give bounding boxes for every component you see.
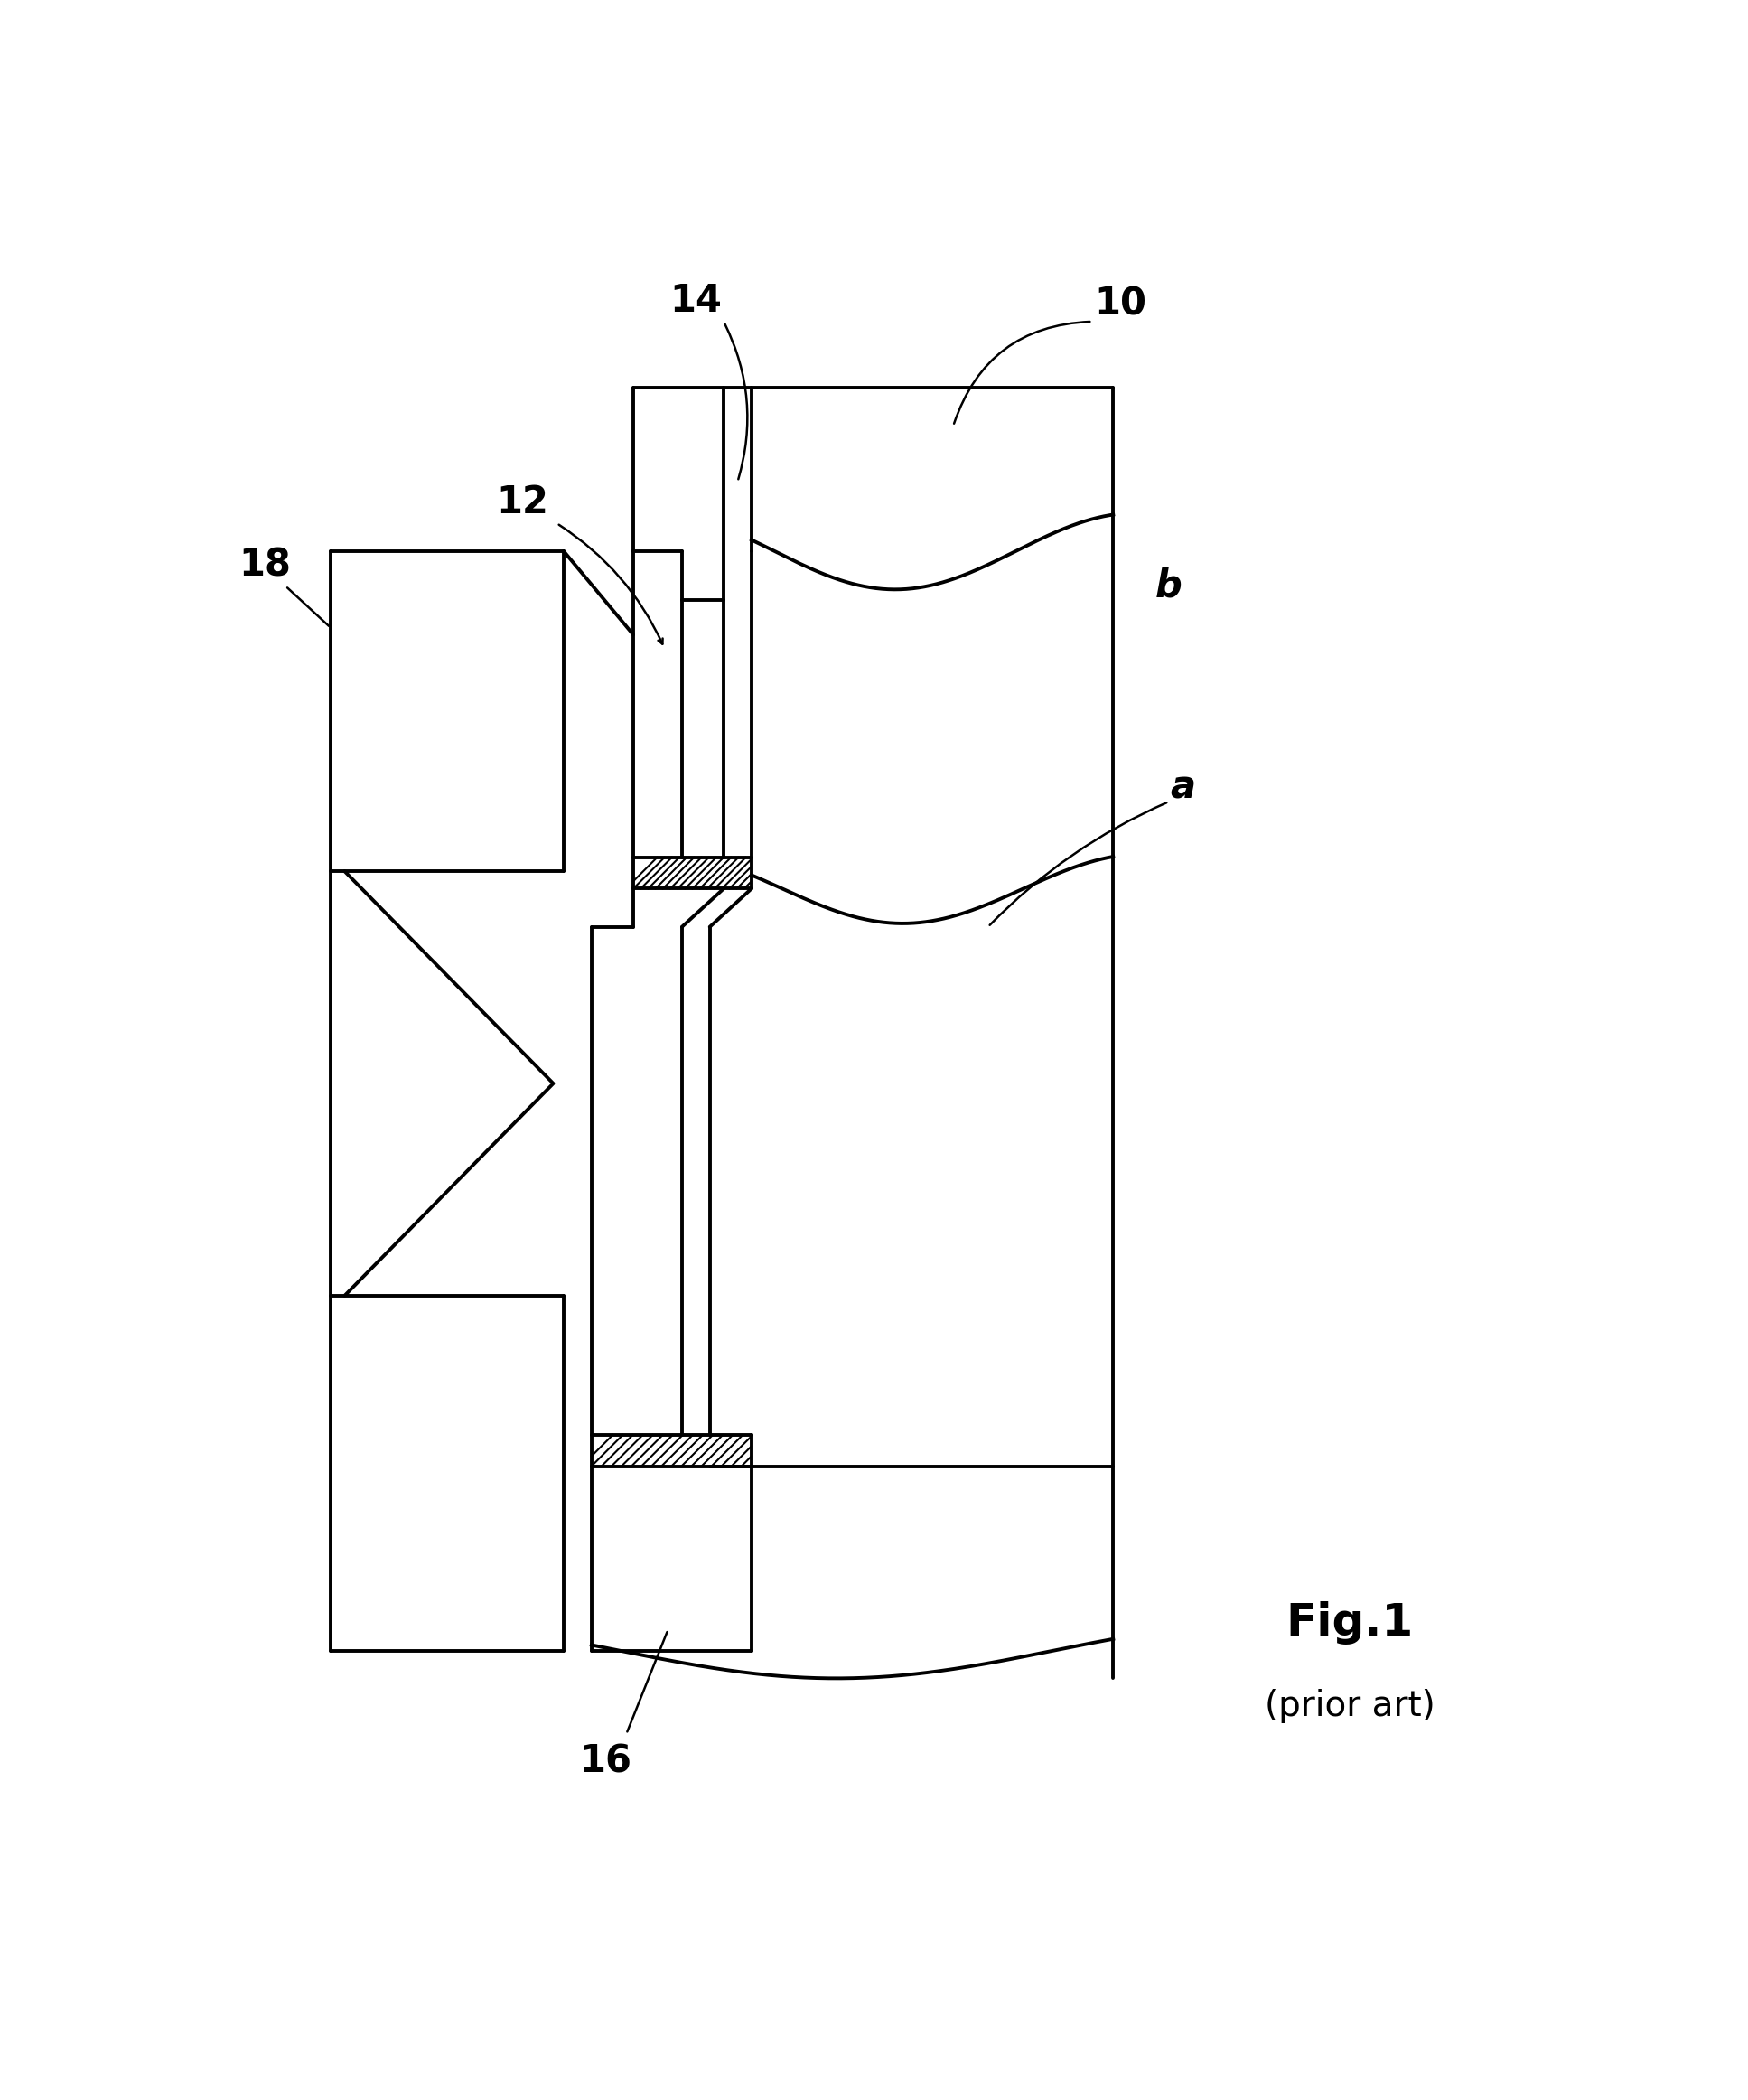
Text: (prior art): (prior art): [1264, 1688, 1435, 1724]
Text: 16: 16: [579, 1743, 631, 1781]
Text: 10: 10: [1094, 286, 1147, 323]
Text: a: a: [1169, 769, 1196, 806]
Text: 12: 12: [496, 483, 549, 521]
Text: b: b: [1155, 567, 1182, 605]
Text: 14: 14: [669, 281, 722, 319]
Text: 18: 18: [238, 546, 290, 584]
Text: Fig.1: Fig.1: [1287, 1600, 1414, 1644]
